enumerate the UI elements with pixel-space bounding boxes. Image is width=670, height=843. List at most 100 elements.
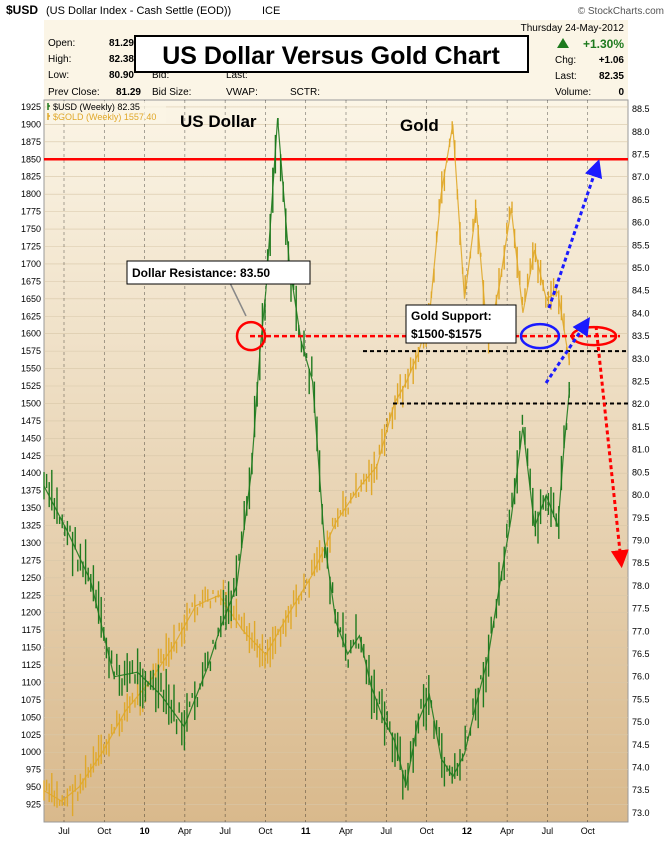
right-tick-label: 78.0 (632, 581, 650, 591)
left-tick-label: 1075 (21, 695, 41, 705)
x-tick-label: Jul (381, 826, 393, 836)
left-tick-label: 1050 (21, 712, 41, 722)
usd-series (43, 118, 571, 800)
left-tick-label: 1325 (21, 521, 41, 531)
right-tick-label: 81.5 (632, 422, 650, 432)
header-date: Thursday 24-May-2012 (521, 23, 625, 34)
us-dollar-label: US Dollar (180, 112, 257, 131)
right-tick-label: 86.5 (632, 195, 650, 205)
gold-support-callout: Gold Support: $1500-$1575 (405, 304, 517, 344)
left-axis-ticks: 1925 1900 1875 1850 1825 1800 1775 1750 1725 1700… (21, 102, 41, 810)
right-tick-label: 80.5 (632, 467, 650, 477)
right-tick-label: 74.5 (632, 740, 650, 750)
left-tick-label: 1525 (21, 381, 41, 391)
left-tick-label: 1825 (21, 172, 41, 182)
left-tick-label: 1475 (21, 416, 41, 426)
left-tick-label: 1625 (21, 311, 41, 321)
x-tick-label: Apr (500, 826, 514, 836)
right-tick-label: 84.5 (632, 286, 650, 296)
right-tick-label: 88.5 (632, 104, 650, 114)
open-label: Open: (48, 38, 75, 49)
left-tick-label: 1575 (21, 346, 41, 356)
blue-projection-arrow (544, 317, 590, 384)
red-projection-down-arrow (594, 325, 629, 569)
left-tick-label: 1025 (21, 730, 41, 740)
gold-series (43, 121, 571, 817)
bid-size-label: Bid Size: (152, 87, 191, 98)
left-tick-label: 1900 (21, 119, 41, 129)
right-tick-label: 73.0 (632, 808, 650, 818)
sctr-label: SCTR: (290, 87, 320, 98)
x-axis-ticks: Jul Oct 10 Apr Jul Oct 11 Apr Jul Oct 12 Apr Jul Oct (58, 826, 595, 836)
right-tick-label: 77.5 (632, 604, 650, 614)
header-symbol: $USD (6, 3, 38, 17)
x-tick-label: Jul (58, 826, 70, 836)
prev-close-label: Prev Close: (48, 87, 100, 98)
right-tick-label: 83.0 (632, 354, 650, 364)
series-line (43, 118, 571, 786)
right-tick-label: 79.5 (632, 513, 650, 523)
gold-support-circle (519, 322, 561, 350)
left-tick-label: 1350 (21, 503, 41, 513)
left-tick-label: 1600 (21, 329, 41, 339)
left-tick-label: 1450 (21, 433, 41, 443)
blue-projection-up-arrow (547, 159, 603, 309)
x-tick-label: Oct (581, 826, 596, 836)
volume-label: Volume: (555, 87, 591, 98)
gold-legend-icon (47, 113, 50, 120)
right-tick-label: 81.0 (632, 445, 650, 455)
right-tick-label: 82.5 (632, 377, 650, 387)
prev-close-value: 81.29 (116, 87, 141, 98)
right-tick-label: 76.0 (632, 672, 650, 682)
overlay-title-box: US Dollar Versus Gold Chart (134, 35, 529, 73)
volume-value: 0 (618, 87, 624, 98)
x-tick-label: 12 (462, 826, 472, 836)
right-tick-label: 84.0 (632, 308, 650, 318)
gold-label: Gold (400, 116, 439, 135)
left-tick-label: 1200 (21, 608, 41, 618)
left-tick-label: 1700 (21, 259, 41, 269)
dollar-resistance-callout: Dollar Resistance: 83.50 (126, 260, 311, 317)
right-tick-label: 82.0 (632, 399, 650, 409)
bid-label: Bid: (152, 70, 169, 81)
left-tick-label: 1375 (21, 486, 41, 496)
header-description: (US Dollar Index - Cash Settle (EOD)) (46, 5, 231, 17)
right-axis-ticks: 88.5 88.0 87.5 87.0 86.5 86.0 85.5 85.0 84.5 84.0… (632, 104, 650, 818)
left-tick-label: 1675 (21, 276, 41, 286)
overlay-title: US Dollar Versus Gold Chart (162, 42, 500, 70)
left-tick-label: 1400 (21, 468, 41, 478)
left-tick-label: 1800 (21, 189, 41, 199)
high-value: 82.38 (109, 54, 134, 65)
left-tick-label: 1925 (21, 102, 41, 112)
x-tick-label: Oct (97, 826, 112, 836)
low-label: Low: (48, 70, 69, 81)
right-tick-label: 83.5 (632, 331, 650, 341)
left-tick-label: 1650 (21, 294, 41, 304)
right-tick-label: 75.5 (632, 694, 650, 704)
left-tick-label: 1125 (22, 660, 41, 670)
usd-legend-icon (47, 103, 50, 110)
last-label-mid: Last: (226, 70, 248, 81)
right-tick-label: 75.0 (632, 717, 650, 727)
left-tick-label: 1875 (21, 137, 41, 147)
up-arrow-icon (557, 38, 569, 48)
last-label: Last: (555, 71, 577, 82)
header-exchange: ICE (262, 5, 280, 17)
x-tick-label: 10 (140, 826, 150, 836)
x-tick-label: Oct (420, 826, 435, 836)
right-tick-label: 76.5 (632, 649, 650, 659)
gold-support-label-2: $1500-$1575 (411, 327, 482, 341)
left-tick-label: 950 (26, 782, 41, 792)
left-tick-label: 1100 (22, 677, 41, 687)
right-tick-label: 88.0 (632, 127, 650, 137)
resistance-circle (235, 320, 267, 352)
right-tick-label: 85.0 (632, 263, 650, 273)
left-tick-label: 1175 (22, 625, 41, 635)
open-value: 81.29 (109, 38, 134, 49)
left-tick-label: 1500 (21, 398, 41, 408)
right-tick-label: 87.5 (632, 149, 650, 159)
left-tick-label: 925 (26, 800, 41, 810)
left-tick-label: 1725 (21, 241, 41, 251)
